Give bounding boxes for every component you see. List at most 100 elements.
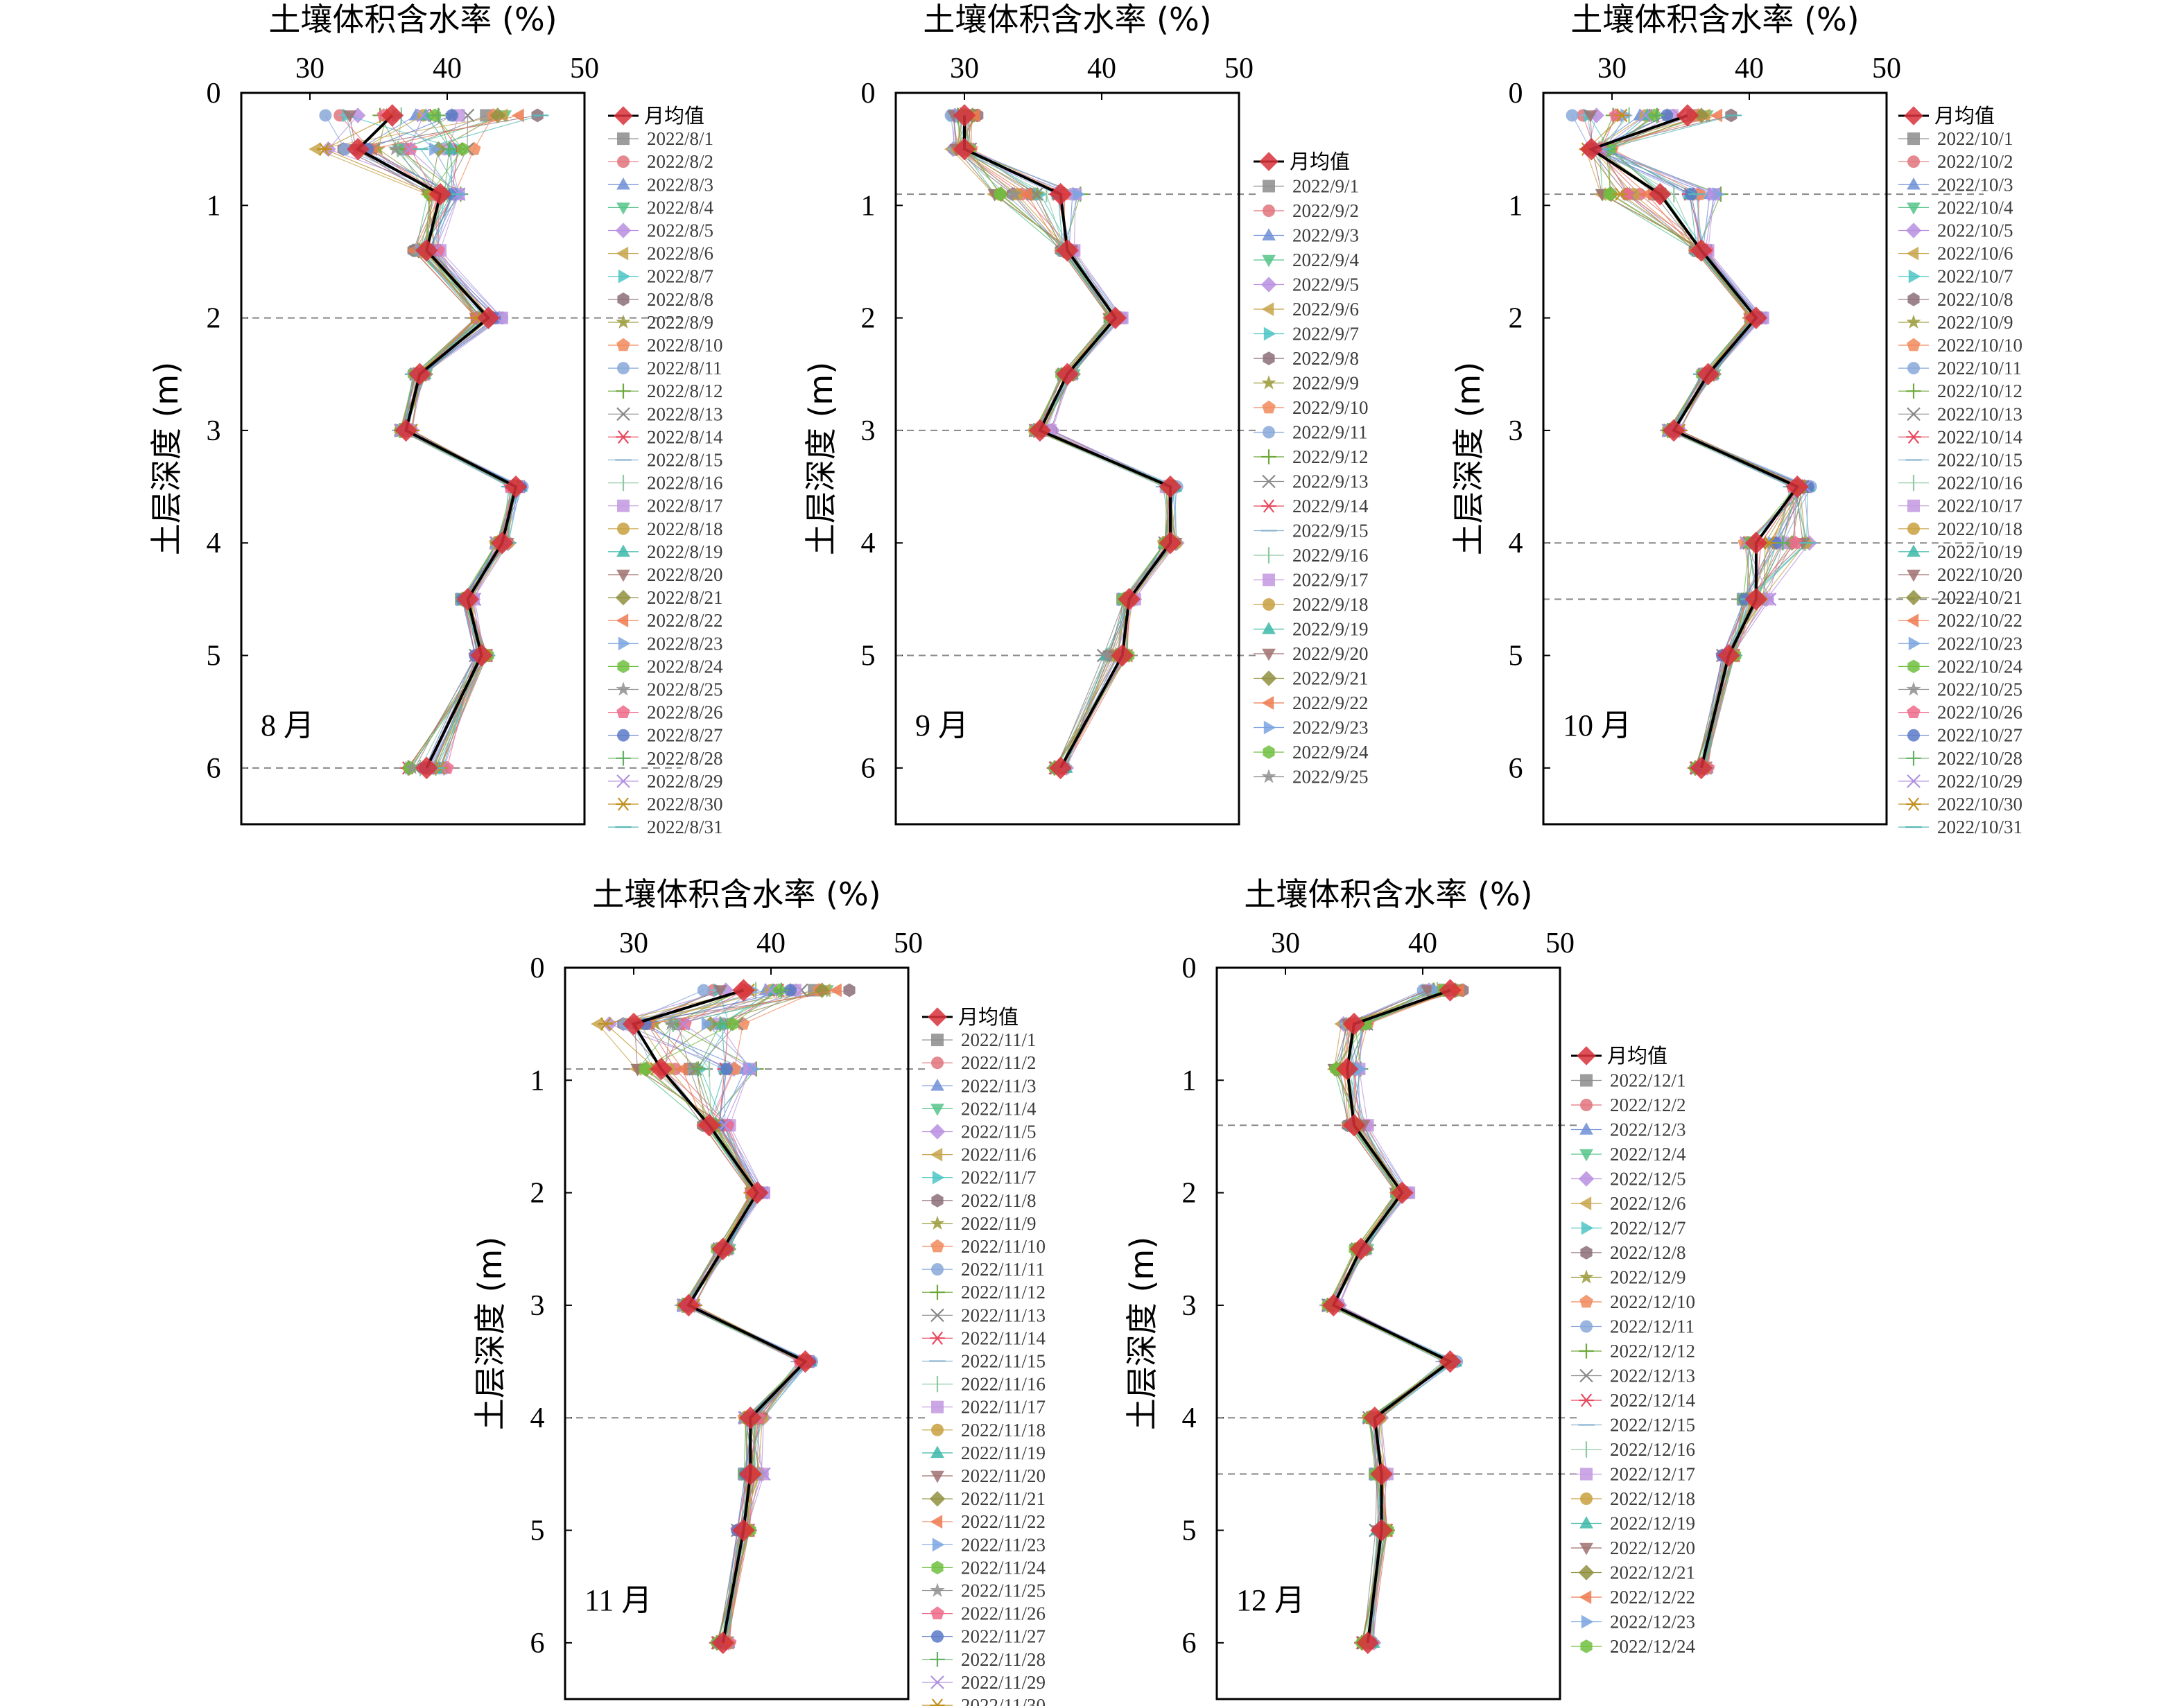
legend-label: 2022/11/25 bbox=[961, 1581, 1046, 1601]
legend-marker bbox=[1579, 1269, 1594, 1284]
legend-label: 2022/10/27 bbox=[1937, 725, 2022, 746]
x-axis-title: 土壤体积含水率 (%) bbox=[268, 1, 557, 38]
legend-marker bbox=[1580, 1099, 1593, 1111]
legend: 月均值2022/10/12022/10/22022/10/32022/10/42… bbox=[1898, 104, 2023, 837]
daily-data-point bbox=[1099, 647, 1115, 662]
x-axis-title: 土壤体积含水率 (%) bbox=[592, 876, 881, 913]
x-tick-label: 30 bbox=[1271, 928, 1300, 959]
legend-marker bbox=[616, 705, 630, 718]
daily-data-point bbox=[1007, 186, 1022, 201]
mean-data-point bbox=[1662, 419, 1685, 442]
legend-marker bbox=[1579, 1368, 1593, 1383]
mean-data-point bbox=[1028, 419, 1052, 442]
legend-marker bbox=[1263, 573, 1275, 586]
legend-label: 2022/9/14 bbox=[1292, 496, 1369, 516]
legend-label: 2022/8/21 bbox=[647, 587, 723, 608]
y-tick-label: 3 bbox=[530, 1290, 545, 1322]
legend-marker bbox=[929, 1490, 946, 1507]
daily-data-point bbox=[445, 109, 458, 122]
daily-data-point bbox=[1693, 107, 1710, 123]
y-axis-title: 土层深度 (m) bbox=[1123, 1237, 1161, 1430]
mean-data-point bbox=[1370, 1519, 1393, 1542]
legend-marker bbox=[1907, 362, 1920, 375]
mean-data-point bbox=[1697, 363, 1719, 386]
legend-label: 2022/12/16 bbox=[1610, 1439, 1695, 1460]
legend-marker bbox=[930, 1285, 945, 1300]
legend-marker bbox=[616, 430, 631, 444]
daily-data-point bbox=[1775, 535, 1791, 551]
legend-label: 2022/10/16 bbox=[1937, 473, 2022, 494]
mean-data-point bbox=[1439, 1350, 1462, 1373]
legend-label: 2022/8/26 bbox=[647, 702, 723, 723]
daily-data-point bbox=[1073, 187, 1086, 201]
legend-marker bbox=[1263, 180, 1275, 193]
legend-label: 2022/10/26 bbox=[1937, 702, 2022, 723]
daily-data-point bbox=[388, 141, 403, 156]
legend-marker bbox=[1579, 1516, 1593, 1529]
mean-data-point bbox=[732, 1519, 755, 1542]
daily-data-point bbox=[784, 984, 797, 997]
mean-data-point bbox=[1056, 238, 1079, 262]
daily-data-point bbox=[1355, 1062, 1367, 1076]
legend-marker bbox=[931, 1034, 944, 1047]
legend-marker bbox=[1906, 383, 1921, 399]
mean-data-point bbox=[1744, 306, 1768, 329]
legend-label: 2022/12/8 bbox=[1610, 1242, 1686, 1263]
legend-label: 2022/9/18 bbox=[1292, 594, 1369, 615]
legend-label: 2022/11/28 bbox=[961, 1649, 1046, 1670]
daily-data-point bbox=[701, 1017, 714, 1032]
legend-label: 2022/11/11 bbox=[961, 1259, 1045, 1280]
daily-profile-line bbox=[1587, 115, 1792, 768]
x-tick-label: 50 bbox=[1224, 53, 1254, 85]
legend-marker bbox=[1907, 132, 1920, 146]
legend-label: 2022/8/19 bbox=[647, 541, 723, 562]
legend-label: 2022/8/3 bbox=[647, 174, 713, 195]
daily-data-point bbox=[763, 983, 778, 998]
legend-label: 2022/12/22 bbox=[1610, 1587, 1695, 1608]
legend-label: 2022/11/18 bbox=[961, 1420, 1046, 1440]
y-tick-label: 6 bbox=[530, 1628, 545, 1660]
legend-label: 2022/11/12 bbox=[961, 1282, 1046, 1303]
daily-data-point bbox=[1614, 108, 1630, 123]
daily-profile-line bbox=[634, 989, 803, 1643]
legend-label: 2022/8/30 bbox=[647, 794, 723, 815]
mean-data-point bbox=[1049, 756, 1072, 780]
legend-label: 2022/11/1 bbox=[961, 1029, 1037, 1050]
month-label: 11 月 bbox=[584, 1583, 652, 1617]
mean-data-point bbox=[745, 1181, 769, 1204]
legend-label: 2022/9/20 bbox=[1292, 643, 1369, 664]
x-tick-label: 40 bbox=[433, 53, 462, 85]
x-tick-label: 30 bbox=[619, 928, 648, 959]
y-tick-label: 5 bbox=[530, 1515, 545, 1547]
legend-label: 2022/12/23 bbox=[1610, 1612, 1695, 1633]
legend-label: 2022/10/15 bbox=[1937, 450, 2022, 471]
legend-marker bbox=[931, 1193, 944, 1208]
legend-label: 2022/10/4 bbox=[1937, 197, 2013, 218]
mean-data-point bbox=[739, 1463, 762, 1486]
legend-marker bbox=[1906, 314, 1921, 329]
legend-marker bbox=[1906, 797, 1921, 811]
legend-mean-marker bbox=[1904, 106, 1923, 125]
legend-marker bbox=[930, 1147, 943, 1162]
daily-profile-line bbox=[692, 989, 802, 1643]
x-tick-label: 40 bbox=[756, 928, 786, 959]
legend-label: 2022/12/4 bbox=[1610, 1144, 1686, 1165]
daily-data-point bbox=[717, 1118, 731, 1133]
mean-data-point bbox=[415, 238, 438, 262]
mean-data-point bbox=[1690, 756, 1713, 780]
legend-marker bbox=[930, 1606, 944, 1619]
daily-profile-line bbox=[647, 989, 807, 1643]
legend-label: 2022/8/23 bbox=[647, 633, 723, 654]
daily-data-point bbox=[370, 141, 386, 156]
mean-profile-line bbox=[355, 114, 518, 769]
legend-label: 2022/11/10 bbox=[961, 1236, 1046, 1257]
daily-data-point bbox=[1713, 187, 1725, 201]
legend-mean-label: 月均值 bbox=[644, 104, 704, 128]
mean-data-point bbox=[456, 588, 479, 611]
daily-profile-line bbox=[661, 989, 801, 1643]
legend-label: 2022/10/6 bbox=[1937, 243, 2013, 264]
legend-marker bbox=[1263, 720, 1276, 735]
legend-marker bbox=[1578, 1565, 1595, 1581]
